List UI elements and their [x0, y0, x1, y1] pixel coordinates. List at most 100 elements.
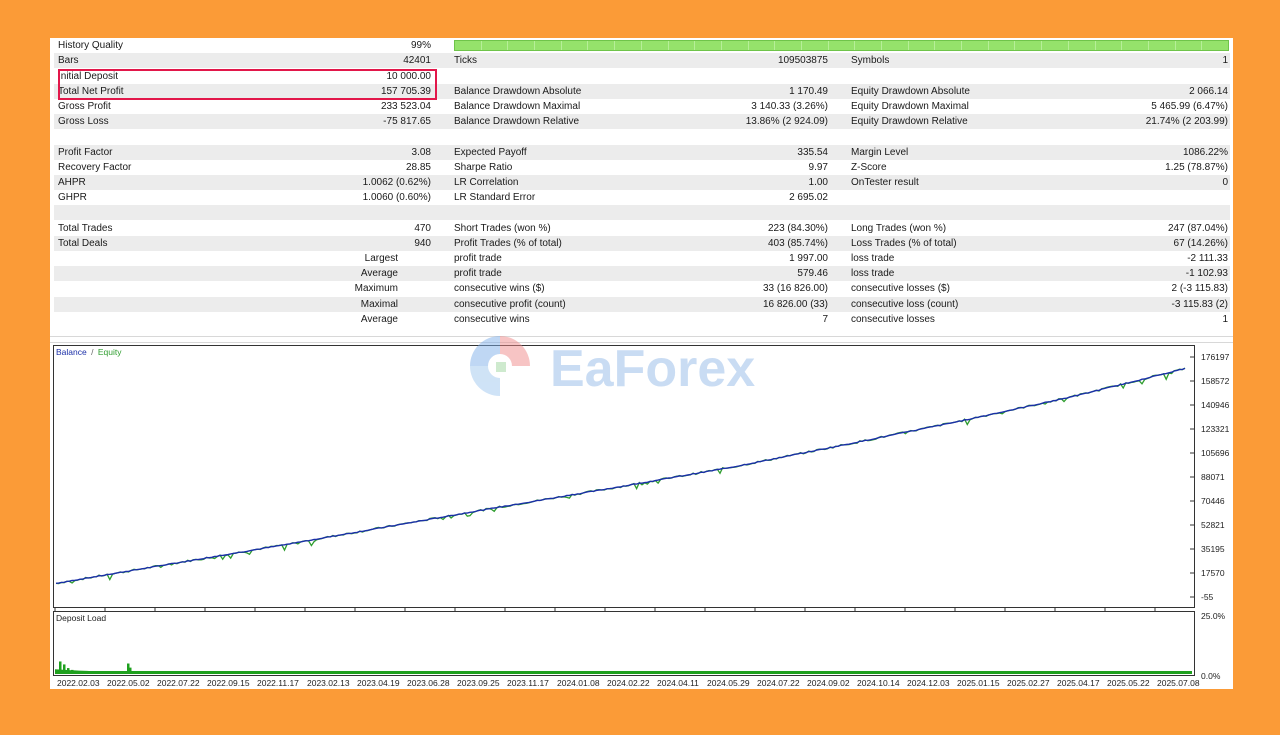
consecutive-profit-count-label: consecutive profit (count)	[454, 299, 566, 310]
bars-value: 42401	[403, 55, 431, 66]
ytick-label: 105696	[1201, 448, 1229, 458]
maximal-label: Maximal	[360, 299, 398, 310]
deposit-load-bar	[664, 672, 667, 674]
largest-loss-trade-label: loss trade	[851, 253, 895, 264]
table-row: Profit Factor 3.08 Expected Payoff 335.5…	[54, 145, 1230, 160]
initial-deposit-value: 10 000.00	[386, 71, 432, 82]
average-label: Average	[360, 268, 398, 279]
ytick-label: 17570	[1201, 568, 1225, 578]
xtick-label: 2024.05.29	[707, 678, 750, 688]
deposit-load-bar	[489, 671, 492, 674]
z-score-label: Z-Score	[851, 162, 887, 173]
deposit-load-bar	[191, 671, 194, 674]
deposit-load-bar	[344, 672, 347, 674]
deposit-load-bar	[655, 671, 658, 674]
ontester-result-value: 0	[1222, 177, 1228, 188]
deposit-load-bar	[629, 672, 632, 674]
deposit-load-bar	[429, 671, 432, 674]
table-row	[54, 129, 1230, 144]
deposit-load-bar	[366, 671, 369, 674]
deposit-load-bar	[203, 672, 206, 674]
table-row: AHPR 1.0062 (0.62%) LR Correlation 1.00 …	[54, 175, 1230, 190]
deposit-load-bar	[1140, 671, 1143, 674]
xtick-label: 2025.01.15	[957, 678, 1000, 688]
symbols-value: 1	[1222, 55, 1228, 66]
deposit-load-bar	[331, 671, 334, 674]
consecutive-loss-count-value: -3 115.83 (2)	[1171, 299, 1228, 310]
balance-line	[55, 367, 1186, 584]
balance-drawdown-relative-label: Balance Drawdown Relative	[454, 116, 580, 127]
deposit-load-bar	[1175, 672, 1178, 674]
deposit-load-bar	[545, 672, 548, 674]
deposit-load-bar	[819, 672, 822, 674]
deposit-load-bar	[1045, 671, 1048, 674]
consecutive-profit-count-value: 16 826.00 (33)	[762, 299, 828, 310]
total-deals-value: 940	[414, 238, 431, 249]
equity-drawdown-absolute-label: Equity Drawdown Absolute	[851, 86, 970, 97]
ticks-label: Ticks	[454, 55, 477, 66]
largest-loss-trade-value: -2 111.33	[1187, 253, 1228, 264]
consecutive-losses-money-label: consecutive losses ($)	[851, 283, 950, 294]
deposit-load-title: Deposit Load	[56, 613, 106, 623]
deposit-load-bar	[880, 672, 883, 674]
deposit-load-bar	[357, 672, 360, 674]
largest-profit-trade-value: 1 997.00	[789, 253, 828, 264]
balance-drawdown-relative-value: 13.86% (2 924.09)	[745, 116, 828, 127]
deposit-load-bar	[558, 671, 561, 674]
xtick-label: 2025.05.22	[1107, 678, 1150, 688]
table-row: Recovery Factor 28.85 Sharpe Ratio 9.97 …	[54, 160, 1230, 175]
lr-correlation-label: LR Correlation	[454, 177, 519, 188]
deposit-load-bar	[593, 672, 596, 674]
table-row: Maximum consecutive wins ($) 33 (16 826.…	[54, 281, 1230, 296]
deposit-load-bar	[212, 671, 215, 674]
deposit-load-bar	[1011, 671, 1014, 674]
ytick-label: 140946	[1201, 400, 1229, 410]
equity-drawdown-maximal-value: 5 465.99 (6.47%)	[1151, 101, 1228, 112]
expected-payoff-label: Expected Payoff	[454, 147, 527, 158]
bars-label: Bars	[58, 55, 79, 66]
deposit-load-bar	[867, 672, 870, 674]
symbols-label: Symbols	[851, 55, 890, 66]
deposit-load-bar	[284, 672, 287, 674]
deposit-load-bar	[259, 672, 262, 674]
deposit-load-bar	[473, 671, 476, 674]
xtick-label: 2024.01.08	[557, 678, 600, 688]
ahpr-value: 1.0062 (0.62%)	[362, 177, 431, 188]
xtick-label: 2024.10.14	[857, 678, 900, 688]
largest-profit-trade-label: profit trade	[454, 253, 502, 264]
consecutive-wins-money-value: 33 (16 826.00)	[762, 283, 828, 294]
loss-trades-label: Loss Trades (% of total)	[851, 238, 957, 249]
xtick-label: 2024.09.02	[807, 678, 850, 688]
consecutive-wins-money-label: consecutive wins ($)	[454, 283, 545, 294]
recovery-factor-value: 28.85	[405, 162, 431, 173]
deposit-load-bar	[298, 671, 301, 674]
xtick-label: 2025.07.08	[1157, 678, 1200, 688]
consecutive-losses-label: consecutive losses	[851, 314, 935, 325]
xtick-label: 2023.02.13	[307, 678, 350, 688]
ahpr-label: AHPR	[58, 177, 86, 188]
balance-drawdown-absolute-label: Balance Drawdown Absolute	[454, 86, 582, 97]
deposit-load-baseline	[55, 671, 1192, 674]
long-trades-label: Long Trades (won %)	[851, 223, 947, 234]
history-quality-bar	[454, 40, 1229, 51]
table-row: Maximal consecutive profit (count) 16 82…	[54, 297, 1230, 312]
divider	[50, 336, 1233, 337]
deposit-load-bar	[985, 671, 988, 674]
average-consecutive-label: Average	[360, 314, 398, 325]
xtick-label: 2023.09.25	[457, 678, 500, 688]
divider	[50, 342, 1233, 343]
consecutive-wins-label: consecutive wins	[454, 314, 530, 325]
deposit-load-ytick-top: 25.0%	[1201, 611, 1226, 621]
recovery-factor-label: Recovery Factor	[58, 162, 132, 173]
deposit-load-bar	[405, 672, 408, 674]
xtick-label: 2022.02.03	[57, 678, 100, 688]
consecutive-loss-count-label: consecutive loss (count)	[851, 299, 959, 310]
ytick-label: 35195	[1201, 544, 1225, 554]
xtick-label: 2023.06.28	[407, 678, 450, 688]
deposit-load-bar	[584, 671, 587, 674]
legend-separator: /	[91, 347, 94, 357]
xtick-label: 2025.04.17	[1057, 678, 1100, 688]
legend-balance: Balance	[56, 347, 87, 357]
deposit-load-bar	[535, 671, 538, 674]
profit-factor-value: 3.08	[411, 147, 431, 158]
